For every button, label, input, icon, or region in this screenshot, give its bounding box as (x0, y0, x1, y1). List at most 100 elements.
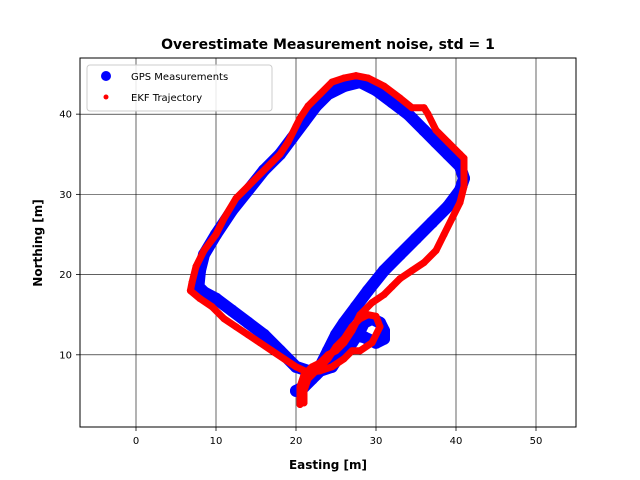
ekf-point (356, 315, 364, 323)
gps-point (386, 96, 398, 109)
y-tick-label: 40 (59, 110, 72, 121)
ekf-point (232, 194, 240, 202)
gps-point (338, 316, 350, 329)
ekf-point (280, 355, 288, 363)
ekf-point (220, 214, 228, 222)
ekf-point (304, 368, 312, 376)
ekf-point (364, 311, 372, 319)
x-tick-label: 40 (450, 436, 463, 447)
ekf-point (200, 247, 208, 255)
ekf-point (300, 387, 308, 395)
ekf-point (316, 90, 324, 98)
ekf-point (440, 230, 448, 238)
legend-marker-gps (101, 71, 111, 81)
ekf-point (312, 367, 320, 375)
x-tick-label: 0 (133, 436, 139, 447)
ekf-point (448, 214, 456, 222)
ekf-point (192, 263, 200, 271)
ekf-point (348, 323, 356, 331)
ekf-point (364, 74, 372, 82)
ekf-point (292, 122, 300, 130)
y-tick-label: 30 (59, 190, 72, 201)
gps-point (350, 300, 362, 313)
gps-point (226, 304, 238, 317)
ekf-point (340, 335, 348, 343)
ekf-point (368, 339, 376, 347)
y-tick-label: 20 (59, 270, 72, 281)
legend-label-gps: GPS Measurements (131, 72, 228, 83)
gps-point (418, 124, 430, 137)
chart-title: Overestimate Measurement noise, std = 1 (161, 37, 495, 53)
ekf-point (368, 299, 376, 307)
ekf-point (340, 74, 348, 82)
x-axis-label: Easting [m] (289, 458, 367, 472)
ekf-point (268, 158, 276, 166)
ekf-point (300, 399, 308, 407)
ekf-point (460, 166, 468, 174)
ekf-point (276, 150, 284, 158)
y-tick-label: 10 (59, 350, 72, 361)
ekf-point (444, 138, 452, 146)
legend-marker-ekf (103, 94, 109, 100)
ekf-point (340, 355, 348, 363)
gps-point (330, 328, 342, 341)
ekf-point (432, 126, 440, 134)
gps-point (402, 108, 414, 121)
ekf-point (408, 267, 416, 275)
ekf-point (396, 275, 404, 283)
gps-point (442, 200, 454, 213)
ekf-point (244, 182, 252, 190)
ekf-point (186, 287, 194, 295)
ekf-point (388, 283, 396, 291)
ekf-point (256, 339, 264, 347)
ekf-point (256, 170, 264, 178)
ekf-point (456, 198, 464, 206)
ekf-point (196, 295, 204, 303)
ticks: 0 10 20 30 40 50 10 20 30 40 (59, 110, 542, 447)
ekf-point (296, 114, 304, 122)
x-tick-label: 50 (530, 436, 543, 447)
gps-point (362, 284, 374, 297)
ekf-point (332, 343, 340, 351)
ekf-point (348, 347, 356, 355)
ekf-point (380, 82, 388, 90)
ekf-point (208, 303, 216, 311)
ekf-point (408, 104, 416, 112)
ekf-point (324, 355, 332, 363)
ekf-point (432, 247, 440, 255)
gps-point (430, 136, 442, 149)
ekf-point (284, 138, 292, 146)
ekf-point (220, 315, 228, 323)
ekf-point (292, 363, 300, 371)
ekf-point (188, 279, 196, 287)
gps-point (242, 316, 254, 329)
ekf-point (420, 259, 428, 267)
y-axis-label: Northing [m] (31, 199, 45, 286)
ekf-point (328, 363, 336, 371)
gps-point (210, 292, 222, 305)
ekf-point (456, 150, 464, 158)
legend: GPS Measurements EKF Trajectory (86, 64, 273, 112)
ekf-point (376, 323, 384, 331)
gps-point (394, 248, 406, 261)
ekf-point (328, 78, 336, 86)
gps-point (338, 80, 350, 93)
ekf-point (316, 359, 324, 367)
ekf-point (372, 312, 380, 320)
ekf-point (304, 375, 312, 383)
ekf-point (380, 291, 388, 299)
ekf-point (396, 94, 404, 102)
gps-point (410, 232, 422, 245)
gps-point (258, 328, 270, 341)
plot-series (186, 72, 470, 409)
gps-point (378, 264, 390, 277)
legend-label-ekf: EKF Trajectory (131, 93, 202, 104)
ekf-point (420, 104, 428, 112)
ekf-point (356, 347, 364, 355)
x-tick-label: 10 (210, 436, 223, 447)
ekf-point (232, 323, 240, 331)
ekf-point (460, 182, 468, 190)
plot-frame (79, 57, 577, 428)
series-ekf-trajectory (186, 72, 468, 409)
